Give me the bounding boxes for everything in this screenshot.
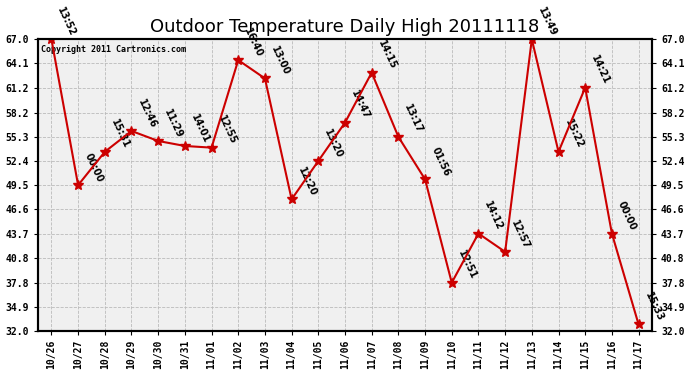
Text: 12:46: 12:46 [136,97,158,130]
Text: 15:33: 15:33 [643,291,665,323]
Text: 01:56: 01:56 [429,146,451,178]
Text: 12:55: 12:55 [216,114,238,146]
Text: 12:20: 12:20 [296,166,318,198]
Text: 11:29: 11:29 [162,107,184,140]
Text: 15:31: 15:31 [109,118,131,150]
Text: 13:00: 13:00 [269,45,291,77]
Text: 13:49: 13:49 [536,6,558,38]
Text: 16:40: 16:40 [242,26,264,59]
Text: 14:47: 14:47 [349,89,371,121]
Text: 14:15: 14:15 [376,39,398,71]
Text: 14:21: 14:21 [589,54,611,86]
Text: 13:52: 13:52 [56,6,78,38]
Text: 13:20: 13:20 [322,127,344,160]
Text: 14:12: 14:12 [482,200,505,232]
Text: Copyright 2011 Cartronics.com: Copyright 2011 Cartronics.com [41,45,186,54]
Text: 14:01: 14:01 [189,112,211,145]
Text: 12:51: 12:51 [456,249,478,281]
Text: 12:57: 12:57 [509,218,531,250]
Text: 15:22: 15:22 [562,118,585,150]
Text: 00:00: 00:00 [82,152,104,184]
Title: Outdoor Temperature Daily High 20111118: Outdoor Temperature Daily High 20111118 [150,18,540,36]
Text: 13:17: 13:17 [402,103,425,135]
Text: 00:00: 00:00 [616,200,638,232]
